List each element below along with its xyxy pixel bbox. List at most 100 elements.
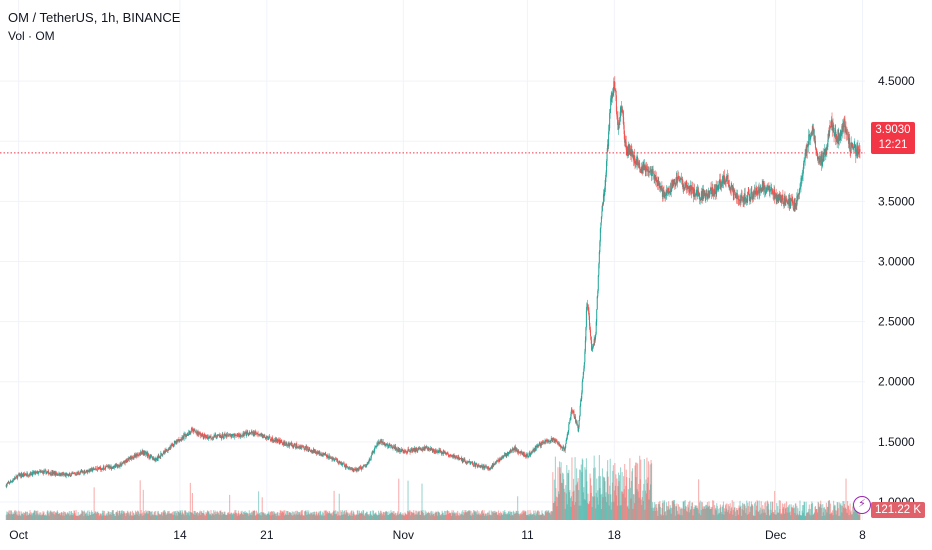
candle	[713, 183, 715, 197]
candle	[749, 197, 751, 202]
candle	[280, 439, 282, 443]
volume-bar	[348, 513, 350, 520]
candle	[373, 447, 375, 455]
volume-bar	[815, 509, 817, 520]
volume-bar	[291, 511, 293, 520]
candle	[38, 471, 40, 474]
candle	[762, 181, 764, 191]
candle	[830, 116, 832, 131]
candle	[340, 461, 342, 464]
volume-bar	[380, 510, 382, 520]
volume-bar	[87, 515, 90, 520]
volume-bar	[145, 510, 147, 520]
candle	[617, 122, 619, 135]
volume-bar	[712, 500, 714, 520]
volume-bar	[72, 513, 75, 520]
volume-bar	[312, 512, 314, 520]
volume-bar	[427, 512, 429, 520]
volume-bar	[709, 508, 711, 520]
candle	[223, 432, 225, 439]
candle	[16, 474, 18, 479]
candle	[774, 194, 776, 200]
volume-bar	[716, 503, 718, 520]
candle	[248, 430, 250, 435]
candle	[345, 463, 347, 470]
candle	[53, 471, 55, 475]
volume-bar	[319, 511, 321, 520]
candle	[166, 450, 168, 452]
volume-bar	[384, 512, 386, 520]
candle	[592, 344, 594, 352]
volume-bar	[94, 513, 96, 520]
candle	[600, 216, 602, 226]
volume-bar	[143, 511, 145, 520]
volume-bar	[303, 515, 305, 520]
candle	[567, 433, 569, 437]
volume-bar	[492, 511, 494, 520]
volume-bar	[503, 513, 505, 520]
candle	[393, 445, 395, 449]
volume-bar	[81, 510, 83, 520]
volume-bar	[430, 510, 432, 520]
candle	[639, 166, 641, 173]
candle	[602, 189, 604, 206]
candle	[694, 193, 696, 197]
candle	[300, 444, 302, 449]
candle	[704, 190, 706, 202]
price-tick-label: 4.5000	[878, 74, 915, 88]
candle	[216, 437, 218, 440]
volume-bar	[401, 514, 403, 520]
volume-bar	[289, 512, 291, 520]
volume-bar	[456, 513, 458, 520]
volume-bar	[162, 510, 165, 520]
candle	[685, 181, 687, 188]
candle	[40, 469, 42, 473]
volume-bar	[319, 515, 321, 520]
volume-bar	[818, 502, 820, 520]
candle	[177, 438, 179, 442]
candle	[206, 435, 208, 439]
volume-bar	[19, 511, 21, 520]
candle	[378, 439, 380, 445]
candle	[847, 130, 849, 141]
candle	[75, 472, 77, 476]
volume-bar	[776, 503, 778, 520]
volume-bar	[5, 514, 7, 520]
candle	[598, 250, 600, 269]
volume-legend[interactable]: Vol · OM	[8, 29, 55, 43]
volume-bar	[582, 492, 584, 520]
symbol-title[interactable]: OM / TetherUS, 1h, BINANCE	[8, 10, 181, 25]
candle	[186, 432, 188, 437]
candle	[630, 143, 632, 157]
volume-bar	[645, 493, 647, 520]
volume-bar	[555, 488, 557, 520]
lightning-icon[interactable]: ⚡	[853, 496, 871, 514]
volume-bar	[748, 513, 750, 520]
volume-bar	[718, 513, 720, 520]
volume-bar	[188, 511, 190, 520]
candle	[167, 449, 169, 454]
volume-bar	[750, 505, 752, 520]
candle	[396, 446, 398, 453]
volume-bar	[337, 511, 339, 520]
volume-bar	[50, 510, 52, 520]
candle	[486, 464, 488, 469]
candle	[706, 194, 708, 202]
volume-bar	[242, 514, 244, 520]
candle	[188, 429, 190, 437]
candle	[118, 463, 120, 469]
candle	[692, 186, 694, 195]
volume-bar	[413, 510, 415, 520]
volume-bar	[603, 477, 605, 520]
candle	[854, 143, 856, 152]
candle	[170, 442, 172, 449]
candle	[126, 460, 128, 463]
volume-bar	[424, 510, 426, 520]
candle	[697, 184, 699, 200]
volume-bar	[743, 510, 745, 520]
candle	[623, 110, 625, 130]
candle	[64, 472, 66, 477]
candle	[455, 455, 457, 460]
candle	[379, 439, 381, 445]
